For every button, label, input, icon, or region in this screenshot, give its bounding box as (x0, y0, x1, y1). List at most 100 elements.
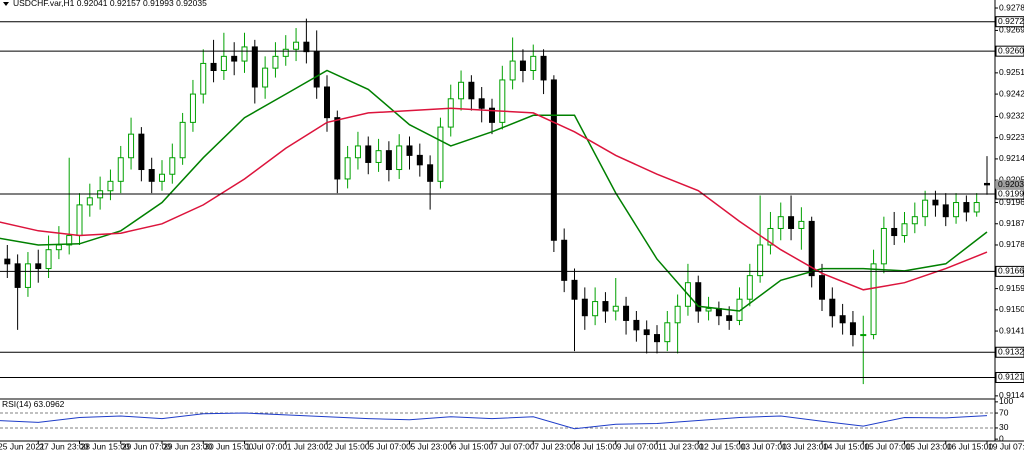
candle-body (220, 55, 227, 71)
x-tick-label: 13 Jul 23:00 (782, 441, 829, 451)
candle-body (282, 48, 289, 57)
x-tick-label: 16 Jul 15:00 (947, 441, 994, 451)
candle-body (35, 263, 42, 270)
candle-body (76, 204, 83, 237)
rsi-value: 63.0962 (34, 399, 65, 409)
candle-body (633, 319, 640, 331)
candle-body (530, 55, 537, 71)
candle-body (612, 305, 619, 312)
candle-body (746, 275, 753, 300)
chart-title: USDCHF.var,H1 0.92041 0.92157 0.91993 0.… (13, 0, 207, 8)
x-tick-label: 15 Jul 23:00 (906, 441, 953, 451)
candle-body (468, 81, 475, 100)
price-level-label: 0.91668 (998, 266, 1024, 276)
x-tick-label: 15 Jul 07:00 (864, 441, 911, 451)
candle-body (138, 133, 145, 171)
candle-body (24, 263, 31, 288)
y-tick-label: 0.92785 (999, 2, 1024, 12)
x-tick-label: 19 Jul 07:00 (988, 441, 1024, 451)
x-tick-label: 5 Jul 07:00 (369, 441, 411, 451)
candle-body (128, 133, 135, 159)
candle-body (654, 334, 660, 343)
candle-body (354, 145, 361, 159)
candle-body (540, 55, 547, 81)
candle-body (251, 46, 258, 88)
candle-body (200, 62, 207, 95)
x-tick-label: 5 Jul 23:00 (411, 441, 453, 451)
price-level-tag (995, 265, 1024, 277)
candle-body (385, 150, 392, 171)
candle-body (4, 258, 11, 265)
candle-body (107, 180, 114, 192)
candle-body (427, 164, 434, 182)
y-tick-label: 0.91415 (999, 325, 1024, 335)
candle-body (932, 199, 939, 206)
candle-body (416, 154, 423, 166)
candle-body (169, 157, 176, 175)
candle-body (860, 334, 867, 337)
candle-body (14, 263, 21, 288)
candle-body (788, 216, 795, 229)
candle-body (880, 227, 887, 265)
candle-body (458, 81, 465, 100)
candle-body (189, 93, 196, 123)
candle-body (664, 322, 671, 343)
x-tick-label: 28 Jun 15:00 (81, 441, 130, 451)
candle-body (953, 202, 960, 218)
quote-low: 0.91993 (143, 0, 174, 8)
y-tick-label: 0.92145 (999, 153, 1024, 163)
candle-body (509, 60, 516, 81)
candle-body (489, 107, 495, 123)
candle-body (262, 67, 269, 88)
candle-body (839, 315, 846, 324)
x-tick-label: 7 Jul 23:00 (534, 441, 576, 451)
candle-body (550, 79, 557, 241)
y-tick-label: 0.92325 (999, 111, 1024, 121)
candle-body (447, 98, 454, 128)
candle-body (767, 227, 774, 246)
menu-arrow (3, 2, 9, 6)
candle-body (478, 98, 485, 109)
rsi-tick-label: 0 (999, 433, 1004, 443)
candle-body (396, 145, 403, 171)
rsi-tick-label: 70 (999, 407, 1009, 417)
candle-body (66, 235, 73, 246)
candle-body (334, 117, 341, 180)
y-tick-label: 0.91140 (999, 390, 1024, 400)
candle-body (777, 216, 784, 229)
x-tick-label: 12 Jul 15:00 (699, 441, 746, 451)
candle-body (674, 305, 681, 324)
candle-body (241, 46, 248, 62)
y-tick-label: 0.91505 (999, 304, 1024, 314)
quote-close: 0.92035 (176, 0, 207, 8)
y-tick-label: 0.92055 (999, 174, 1024, 184)
rsi-tick-label: 30 (999, 422, 1009, 432)
candle-body (117, 157, 124, 182)
candle-body (602, 301, 609, 312)
price-level-label: 0.91325 (998, 347, 1024, 357)
candle-body (293, 41, 300, 50)
x-tick-label: 30 Jun 15:00 (204, 441, 253, 451)
candle-body (798, 220, 805, 229)
rsi-label: RSI(14) (2, 399, 31, 409)
x-tick-label: 1 Jul 23:00 (287, 441, 329, 451)
x-tick-label: 8 Jul 15:00 (576, 441, 618, 451)
candle-body (55, 244, 62, 251)
candle-body (901, 223, 908, 237)
candle-body (324, 86, 330, 119)
candle-body (922, 199, 929, 218)
candle-body (272, 55, 279, 69)
x-tick-label: 29 Jun 07:00 (122, 441, 171, 451)
candle-body (303, 41, 310, 53)
candle-body (179, 121, 186, 159)
candle-body (911, 216, 918, 225)
price-level-tag (995, 45, 1024, 57)
candle-body (726, 315, 733, 321)
candle-body (519, 60, 526, 71)
x-tick-label: 7 Jul 07:00 (493, 441, 535, 451)
y-tick-label: 0.91595 (999, 283, 1024, 293)
